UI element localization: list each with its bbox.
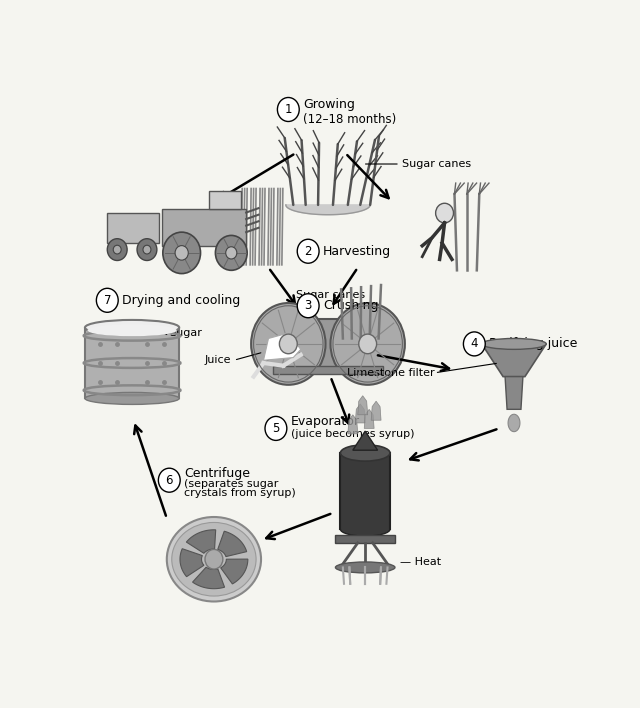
Polygon shape [162, 210, 246, 246]
Text: Evaporator: Evaporator [291, 416, 360, 428]
Circle shape [297, 294, 319, 318]
Circle shape [330, 303, 405, 385]
Polygon shape [221, 559, 248, 584]
Circle shape [143, 245, 151, 254]
Polygon shape [364, 409, 374, 428]
Text: — Heat: — Heat [400, 557, 441, 567]
Polygon shape [353, 431, 378, 450]
Polygon shape [264, 333, 301, 360]
Bar [340, 453, 390, 530]
Polygon shape [355, 404, 365, 423]
Bar [85, 328, 179, 399]
Text: Centrifuge: Centrifuge [184, 467, 250, 480]
Circle shape [359, 334, 376, 354]
Text: Growing: Growing [303, 98, 355, 110]
Ellipse shape [85, 392, 179, 404]
Text: (12–18 months): (12–18 months) [303, 113, 396, 126]
Text: Juice: Juice [205, 355, 231, 365]
Text: 6: 6 [166, 474, 173, 486]
Text: Sugar canes: Sugar canes [403, 159, 472, 169]
Circle shape [280, 334, 297, 354]
Polygon shape [180, 549, 204, 577]
Polygon shape [482, 344, 547, 377]
Circle shape [265, 416, 287, 440]
Circle shape [137, 239, 157, 261]
Ellipse shape [340, 445, 390, 461]
Bar [335, 535, 395, 543]
Ellipse shape [88, 324, 177, 336]
Text: crystals from syrup): crystals from syrup) [184, 489, 296, 498]
Text: 2: 2 [305, 245, 312, 258]
Text: 1: 1 [285, 103, 292, 116]
Circle shape [163, 232, 200, 273]
Polygon shape [209, 191, 241, 210]
Ellipse shape [172, 523, 256, 596]
Bar [301, 319, 355, 368]
Circle shape [277, 98, 300, 122]
Text: Sugar canes: Sugar canes [296, 290, 365, 300]
Text: (separates sugar: (separates sugar [184, 479, 278, 489]
Circle shape [175, 246, 188, 260]
Polygon shape [186, 530, 216, 553]
Ellipse shape [482, 338, 547, 349]
Text: Sugar: Sugar [169, 328, 202, 338]
Polygon shape [371, 401, 381, 421]
Ellipse shape [335, 562, 395, 573]
Circle shape [297, 239, 319, 263]
Circle shape [97, 288, 118, 312]
Text: Harvesting: Harvesting [323, 245, 391, 258]
Circle shape [226, 247, 237, 259]
Text: 7: 7 [104, 294, 111, 307]
Polygon shape [108, 213, 159, 243]
Text: 4: 4 [470, 338, 478, 350]
Circle shape [251, 303, 326, 385]
Polygon shape [218, 531, 246, 556]
Ellipse shape [167, 517, 261, 602]
Circle shape [436, 203, 454, 223]
Text: Drying and cooling: Drying and cooling [122, 294, 241, 307]
Polygon shape [508, 414, 520, 432]
Polygon shape [193, 567, 225, 588]
Text: 3: 3 [305, 299, 312, 312]
Text: Purifying juice: Purifying juice [489, 338, 577, 350]
Circle shape [216, 236, 247, 270]
Circle shape [113, 245, 121, 254]
Polygon shape [505, 377, 523, 409]
Text: 5: 5 [272, 422, 280, 435]
Bar [273, 366, 383, 374]
Polygon shape [358, 396, 367, 415]
Text: Crushing: Crushing [323, 299, 378, 312]
Text: Limestone filter: Limestone filter [347, 367, 435, 378]
Ellipse shape [85, 320, 179, 335]
Circle shape [205, 549, 223, 569]
Circle shape [108, 239, 127, 261]
Polygon shape [348, 415, 358, 434]
Text: (juice becomes syrup): (juice becomes syrup) [291, 429, 414, 439]
Ellipse shape [340, 523, 390, 536]
Circle shape [463, 332, 485, 356]
Polygon shape [286, 205, 370, 215]
Circle shape [158, 468, 180, 492]
